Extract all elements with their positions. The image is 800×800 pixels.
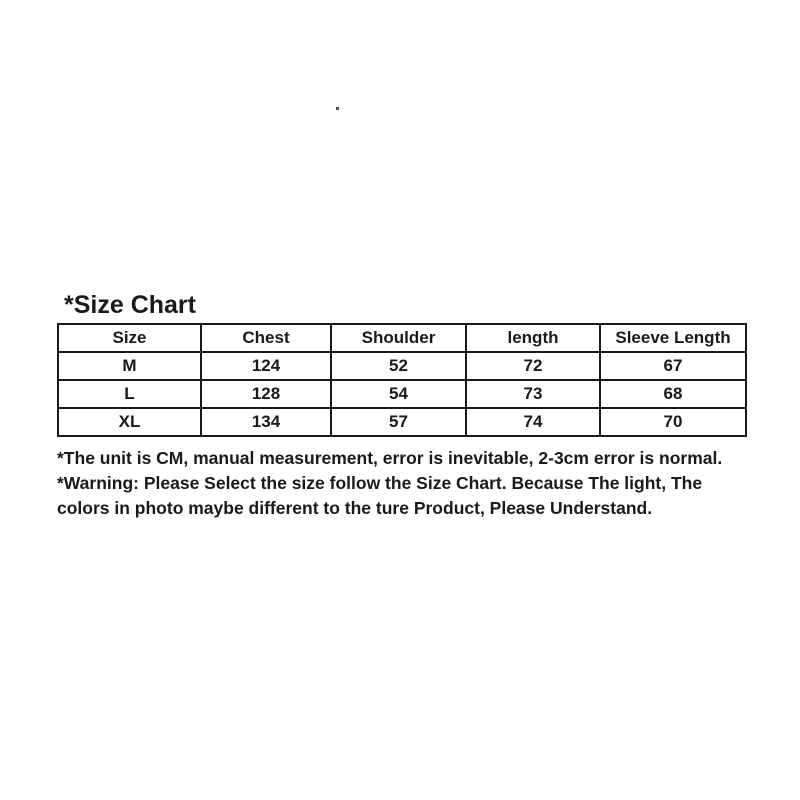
cell-sleeve-length: 67 xyxy=(599,351,747,381)
table-row-l: L 128 54 73 68 xyxy=(57,379,747,409)
disclaimer-notes: *The unit is CM, manual measurement, err… xyxy=(57,446,749,521)
note-colors-line: colors in photo maybe different to the t… xyxy=(57,498,653,518)
cell-size: L xyxy=(57,379,202,409)
header-cell-length: length xyxy=(465,323,601,353)
header-cell-sleeve-length: Sleeve Length xyxy=(599,323,747,353)
cell-sleeve-length: 68 xyxy=(599,379,747,409)
cell-chest: 124 xyxy=(200,351,332,381)
table-row-xl: XL 134 57 74 70 xyxy=(57,407,747,437)
cell-size: XL xyxy=(57,407,202,437)
header-cell-size: Size xyxy=(57,323,202,353)
header-cell-shoulder: Shoulder xyxy=(330,323,467,353)
cell-chest: 134 xyxy=(200,407,332,437)
page-title: *Size Chart xyxy=(64,291,196,319)
cell-length: 73 xyxy=(465,379,601,409)
cell-shoulder: 52 xyxy=(330,351,467,381)
cell-shoulder: 57 xyxy=(330,407,467,437)
size-table: Size Chest Shoulder length Sleeve Length… xyxy=(57,323,747,437)
stray-speck-artifact xyxy=(336,107,339,110)
table-header-row: Size Chest Shoulder length Sleeve Length xyxy=(57,323,747,353)
table-row-m: M 124 52 72 67 xyxy=(57,351,747,381)
cell-shoulder: 54 xyxy=(330,379,467,409)
note-warning-line: *Warning: Please Select the size follow … xyxy=(57,473,703,493)
cell-length: 72 xyxy=(465,351,601,381)
cell-size: M xyxy=(57,351,202,381)
note-unit-line: *The unit is CM, manual measurement, err… xyxy=(57,448,723,468)
cell-length: 74 xyxy=(465,407,601,437)
header-cell-chest: Chest xyxy=(200,323,332,353)
cell-chest: 128 xyxy=(200,379,332,409)
cell-sleeve-length: 70 xyxy=(599,407,747,437)
